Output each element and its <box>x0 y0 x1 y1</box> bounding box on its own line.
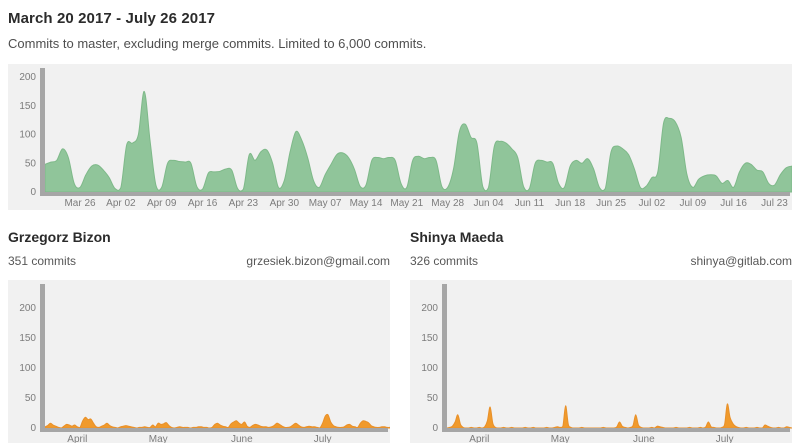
contributor-commits-chart: 0 50 100 150 200 April May June July <box>410 280 792 443</box>
x-axis-tick-label: Jun 11 <box>515 198 545 209</box>
y-axis-tick-label: 50 <box>25 393 37 404</box>
contributor-name: Shinya Maeda <box>410 229 504 245</box>
x-axis-tick-label: May <box>551 434 570 443</box>
y-axis-bar <box>442 284 447 432</box>
x-axis-tick-label: Mar 26 <box>64 198 96 209</box>
x-axis-tick-label: July <box>716 434 734 443</box>
x-axis-tick-label: May 14 <box>350 198 383 209</box>
y-axis-tick-label: 150 <box>421 333 438 344</box>
x-axis-tick-label: June <box>633 434 655 443</box>
x-axis-bar <box>40 428 388 432</box>
x-axis-tick-label: May 28 <box>431 198 464 209</box>
x-axis-tick-label: Apr 30 <box>270 198 300 209</box>
area-series <box>44 413 390 429</box>
y-axis-tick-label: 50 <box>25 158 37 169</box>
x-axis-tick-label: July <box>314 434 332 443</box>
contributor-email: shinya@gitlab.com <box>690 254 792 268</box>
x-axis-tick-label: Jul 02 <box>639 198 666 209</box>
contributor-area-chart: 0 50 100 150 200 April May June July <box>19 284 390 443</box>
x-axis-tick-label: Apr 09 <box>147 198 177 209</box>
contributor-card: Grzegorz Bizon 351 commits grzesiek.bizo… <box>8 229 390 443</box>
contributor-meta: 351 commits grzesiek.bizon@gmail.com <box>8 254 390 268</box>
y-axis-tick-label: 0 <box>432 423 438 434</box>
page-title: March 20 2017 - July 26 2017 <box>8 10 216 27</box>
contributors-row: Grzegorz Bizon 351 commits grzesiek.bizo… <box>8 229 792 443</box>
x-axis-bar <box>442 428 790 432</box>
x-axis-tick-label: Jul 23 <box>761 198 788 209</box>
x-axis-tick-label: Apr 02 <box>106 198 136 209</box>
y-axis-bar <box>40 284 45 432</box>
y-axis-tick-label: 100 <box>19 363 36 374</box>
contributor-commits-chart: 0 50 100 150 200 April May June July <box>8 280 390 443</box>
x-axis-tick-label: Apr 23 <box>229 198 259 209</box>
x-axis-tick-label: June <box>231 434 253 443</box>
y-axis-tick-label: 50 <box>427 393 439 404</box>
y-axis-tick-label: 150 <box>19 101 36 112</box>
contributor-card: Shinya Maeda 326 commits shinya@gitlab.c… <box>410 229 792 443</box>
page-subtitle: Commits to master, excluding merge commi… <box>8 36 427 51</box>
contributor-area-chart: 0 50 100 150 200 April May June July <box>421 284 792 443</box>
contributor-meta: 326 commits shinya@gitlab.com <box>410 254 792 268</box>
x-axis-tick-label: Apr 16 <box>188 198 218 209</box>
y-axis-bar <box>40 68 45 196</box>
contributor-name: Grzegorz Bizon <box>8 229 111 245</box>
x-axis-tick-label: April <box>469 434 489 443</box>
y-axis-tick-label: 100 <box>19 130 36 141</box>
contributor-commit-count: 326 commits <box>410 254 479 268</box>
area-series <box>44 90 792 193</box>
y-axis-tick-label: 200 <box>19 72 36 83</box>
x-axis-tick-label: April <box>67 434 87 443</box>
area-series <box>446 403 792 429</box>
x-axis-bar <box>40 192 790 196</box>
x-axis-tick-label: Jun 25 <box>596 198 626 209</box>
x-axis-tick-label: Jun 18 <box>555 198 585 209</box>
y-axis-tick-label: 0 <box>30 423 36 434</box>
x-axis-tick-label: May 07 <box>309 198 342 209</box>
y-axis-tick-label: 200 <box>19 303 36 314</box>
y-axis-tick-label: 0 <box>30 187 36 198</box>
y-axis-tick-label: 200 <box>421 303 438 314</box>
x-axis-tick-label: May 21 <box>390 198 423 209</box>
contributor-email: grzesiek.bizon@gmail.com <box>246 254 390 268</box>
y-axis-tick-label: 100 <box>421 363 438 374</box>
y-axis-tick-label: 150 <box>19 333 36 344</box>
x-axis-tick-label: Jul 16 <box>720 198 747 209</box>
contributor-commit-count: 351 commits <box>8 254 77 268</box>
x-axis-tick-label: May <box>149 434 168 443</box>
x-axis-tick-label: Jun 04 <box>473 198 503 209</box>
master-commits-area-chart[interactable]: 0 50 100 150 200 Mar 26 Apr 02 Apr 09 Apr 16 Apr … <box>8 64 792 210</box>
master-commits-chart[interactable]: 0 50 100 150 200 Mar 26 Apr 02 Apr 09 Apr 16 Apr … <box>8 64 792 210</box>
x-axis-tick-label: Jul 09 <box>679 198 706 209</box>
